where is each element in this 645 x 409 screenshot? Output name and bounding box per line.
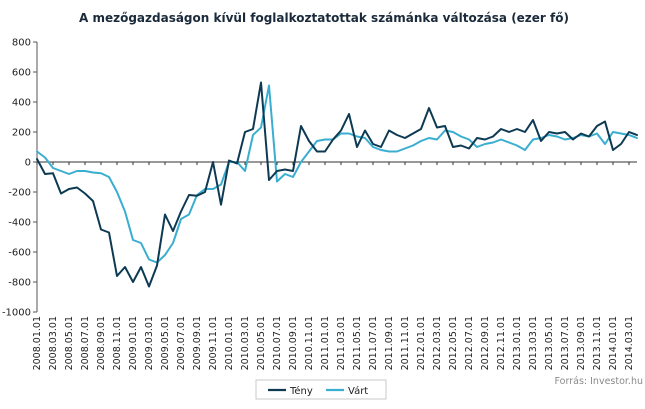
y-tick-label: -400 (8, 218, 31, 229)
x-tick-label: 2011.11.01 (400, 316, 411, 370)
x-tick-label: 2011.01.01 (320, 316, 331, 370)
x-tick-label: 2012.07.01 (464, 316, 475, 370)
x-tick-label: 2010.07.01 (272, 316, 283, 370)
y-tick-label: -200 (8, 188, 31, 199)
y-tick-label: 600 (12, 68, 31, 79)
x-tick-label: 2010.01.01 (224, 316, 235, 370)
x-tick-label: 2009.11.01 (208, 316, 219, 370)
legend-label-teny: Tény (289, 385, 313, 397)
x-tick-label: 2013.01.01 (512, 316, 523, 370)
x-tick-label: 2013.03.01 (528, 316, 539, 370)
y-tick-label: 400 (12, 98, 31, 109)
x-tick-label: 2014.03.01 (624, 316, 635, 370)
legend-label-vart: Várt (348, 385, 368, 397)
x-tick-label: 2010.05.01 (256, 316, 267, 370)
x-tick-label: 2012.09.01 (480, 316, 491, 370)
x-tick-label: 2013.11.01 (592, 316, 603, 370)
y-tick-label: 200 (12, 128, 31, 139)
x-tick-label: 2013.07.01 (560, 316, 571, 370)
x-tick-label: 2010.11.01 (304, 316, 315, 370)
y-axis: 800 600 400 200 0 -200 -400 -600 -800 -1000 (2, 38, 38, 319)
y-tick-label: -800 (8, 278, 31, 289)
x-tick-label: 2009.03.01 (144, 316, 155, 370)
legend: Tény Várt (255, 379, 387, 400)
series-line-vart (36, 84, 638, 264)
y-tick-label: 0 (25, 158, 31, 169)
x-tick-label: 2008.07.01 (80, 316, 91, 370)
y-tick-label: 800 (12, 38, 31, 49)
x-tick-label: 2008.11.01 (112, 316, 123, 370)
series-line-teny (36, 81, 638, 288)
y-tick-label: -600 (8, 248, 31, 259)
x-tick-label: 2013.05.01 (544, 316, 555, 370)
x-tick-label: 2011.07.01 (368, 316, 379, 370)
x-tick-label: 2010.03.01 (240, 316, 251, 370)
x-tick-label: 2008.01.01 (32, 316, 43, 370)
chart-title: A mezőgazdaságon kívül foglalkoztatottak… (79, 11, 569, 25)
series-layer (36, 81, 638, 288)
x-tick-label: 2010.09.01 (288, 316, 299, 370)
x-tick-label: 2014.01.01 (608, 316, 619, 370)
x-tick-label: 2012.01.01 (416, 316, 427, 370)
x-tick-label: 2011.05.01 (352, 316, 363, 370)
y-tick-label: -1000 (2, 308, 31, 319)
x-tick-label: 2012.05.01 (448, 316, 459, 370)
x-tick-label: 2012.03.01 (432, 316, 443, 370)
x-axis: 2008.01.01 2008.03.01 2008.05.01 2008.07.01… (32, 161, 637, 370)
x-tick-label: 2009.07.01 (176, 316, 187, 370)
x-tick-label: 2009.09.01 (192, 316, 203, 370)
x-tick-label: 2011.09.01 (384, 316, 395, 370)
source-note: Forrás: Investor.hu (555, 376, 643, 387)
x-tick-label: 2013.09.01 (576, 316, 587, 370)
x-tick-label: 2008.05.01 (64, 316, 75, 370)
x-tick-label: 2011.03.01 (336, 316, 347, 370)
x-tick-label: 2008.09.01 (96, 316, 107, 370)
x-tick-label: 2008.03.01 (48, 316, 59, 370)
legend-box (255, 379, 387, 400)
x-tick-label: 2009.01.01 (128, 316, 139, 370)
x-tick-label: 2009.05.01 (160, 316, 171, 370)
x-tick-label: 2012.11.01 (496, 316, 507, 370)
